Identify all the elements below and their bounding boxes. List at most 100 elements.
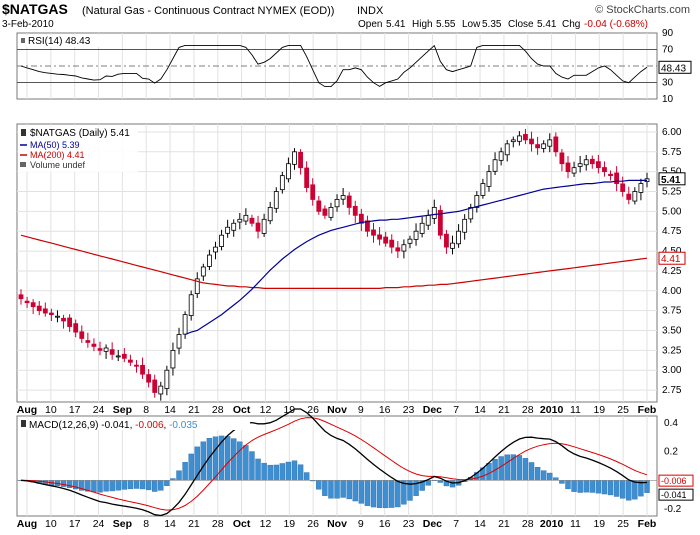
rsi-current-label: 48.43 — [661, 63, 686, 74]
candle-body — [407, 238, 413, 244]
rsi-line — [20, 44, 648, 88]
x-axis-label: 19 — [283, 404, 295, 416]
candle-body — [170, 349, 176, 369]
candle-body — [292, 151, 297, 165]
candle-body — [583, 159, 589, 166]
rsi-layer — [17, 44, 657, 88]
x-axis-label: 7 — [453, 404, 459, 416]
price-tick-label: 4.00 — [662, 286, 682, 297]
price-tick-label: 3.75 — [662, 306, 682, 317]
candle-body — [371, 229, 376, 236]
rsi-tick-label: 70 — [662, 45, 674, 56]
x-axis-label: Sep — [113, 518, 132, 530]
macd-current-label: -0.041 — [661, 490, 687, 500]
macd-histogram-bar — [97, 480, 103, 493]
ma200-price-box — [658, 251, 686, 265]
macd-legend-swatch — [21, 420, 26, 427]
candle-body — [304, 167, 310, 188]
macd-tick-label: 0.2 — [664, 447, 678, 458]
candle-body — [152, 379, 158, 393]
candle-body — [358, 213, 364, 224]
x-axis-label: 28 — [212, 518, 224, 530]
candle-body — [207, 254, 212, 267]
price-legend-swatch — [21, 129, 26, 136]
candle-body — [127, 359, 133, 363]
candle-body — [480, 183, 486, 196]
macd-histogram-bar — [528, 462, 535, 481]
candle-body — [164, 369, 170, 389]
candle-body — [115, 355, 121, 358]
low-value: 5.35 — [482, 19, 502, 30]
x-axis-label: 21 — [188, 404, 200, 416]
x-axis-label: 10 — [45, 518, 57, 530]
price-tick-label: 3.00 — [662, 365, 682, 376]
candle-body — [632, 191, 638, 202]
x-axis-label: 21 — [498, 404, 510, 416]
candle-body — [638, 183, 644, 193]
x-axis-label: 14 — [474, 518, 486, 530]
price-layer — [18, 128, 650, 401]
macd-histogram-bar — [66, 480, 73, 488]
candle-body — [352, 205, 358, 216]
open-label: Open — [358, 19, 382, 30]
x-axis-label: 10 — [45, 404, 57, 416]
macd-histogram-bar — [437, 480, 444, 483]
macd-histogram-bar — [364, 480, 371, 506]
macd-histogram-bar — [127, 480, 134, 490]
candle-body — [523, 134, 528, 141]
x-axis-label: 7 — [453, 518, 459, 530]
ma200-price-label: 4.41 — [661, 254, 681, 265]
candle-body — [36, 305, 42, 312]
candle-body — [334, 199, 340, 208]
low-label: Low — [462, 19, 481, 30]
ma200-legend: MA(200) 4.41 — [30, 150, 85, 160]
macd-histogram-bar — [540, 470, 547, 481]
macd-histogram-bar — [516, 455, 523, 481]
candle-body — [437, 209, 443, 236]
rsi-current-box — [658, 60, 692, 74]
candle-body — [456, 230, 461, 245]
x-axis-label: Dec — [423, 518, 442, 530]
candle-body — [389, 239, 395, 248]
candle-body — [541, 143, 547, 149]
candle-body — [255, 222, 261, 232]
macd-histogram-bar — [139, 480, 146, 490]
macd-histogram-bar — [328, 480, 334, 499]
x-axis-label: 21 — [188, 518, 200, 530]
x-axis-label: 19 — [593, 404, 605, 416]
macd-histogram-bar — [285, 461, 292, 481]
candle-body — [498, 151, 504, 161]
candle-body — [450, 242, 455, 249]
candle-body — [559, 152, 565, 165]
candle-body — [55, 315, 60, 318]
candle-body — [231, 222, 237, 231]
macd-histogram-bar — [547, 472, 553, 481]
macd-histogram-bar — [322, 480, 328, 496]
ma50-line — [184, 179, 647, 336]
x-axis-label: 26 — [307, 404, 319, 416]
macd-histogram-bar — [340, 480, 346, 498]
candle-body — [462, 218, 468, 233]
axis-layer: 6.00 5.75 5.50 5.25 5.00 4.75 4.50 4.25 4.00 3.75… — [658, 28, 694, 515]
candle-body — [213, 246, 218, 253]
ma200-line — [20, 234, 648, 289]
high-value: 5.55 — [436, 19, 456, 30]
macd-histogram-bar — [352, 480, 358, 502]
price-tick-label: 6.00 — [662, 127, 682, 138]
candle-body — [425, 214, 431, 226]
candle-body — [298, 151, 303, 169]
chart-exchange: INDX — [357, 5, 384, 17]
close-label: Close — [508, 19, 534, 30]
macd-signal-line — [20, 417, 648, 511]
macd-histogram-bar — [346, 480, 352, 500]
macd-legend: MACD(12,26,9) -0.041, -0.006, -0.035 — [29, 420, 198, 431]
macd-histogram-bar — [60, 480, 67, 487]
x-axis-label: Nov — [327, 518, 347, 530]
macd-histogram-bar — [389, 480, 395, 508]
macd-histogram-bar — [133, 480, 140, 489]
macd-legend-hist: -0.035 — [169, 420, 198, 431]
macd-histogram-bar — [583, 480, 589, 493]
macd-histogram-bar — [158, 480, 164, 491]
x-axis-label: 14 — [164, 518, 176, 530]
macd-histogram-bar — [267, 464, 273, 481]
